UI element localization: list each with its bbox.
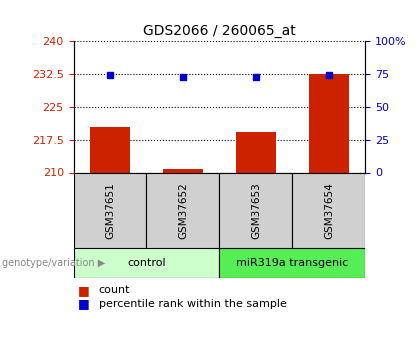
Bar	[220, 172, 292, 248]
Text: control: control	[127, 258, 166, 268]
Bar	[147, 172, 220, 248]
Bar	[292, 172, 365, 248]
Text: GSM37653: GSM37653	[251, 182, 261, 239]
Text: miR319a transgenic: miR319a transgenic	[236, 258, 349, 268]
Text: count: count	[99, 286, 130, 295]
Text: ■: ■	[78, 297, 89, 310]
Text: ■: ■	[78, 284, 89, 297]
Bar	[220, 248, 365, 278]
Bar	[309, 74, 349, 172]
Title: GDS2066 / 260065_at: GDS2066 / 260065_at	[143, 23, 296, 38]
Text: GSM37654: GSM37654	[324, 182, 334, 239]
Bar	[90, 127, 130, 172]
Bar	[74, 172, 147, 248]
Text: percentile rank within the sample: percentile rank within the sample	[99, 299, 286, 308]
Text: GSM37651: GSM37651	[105, 182, 115, 239]
Bar	[74, 248, 220, 278]
Bar	[163, 169, 203, 172]
Bar	[236, 132, 276, 172]
Text: genotype/variation ▶: genotype/variation ▶	[2, 258, 105, 268]
Text: GSM37652: GSM37652	[178, 182, 188, 239]
